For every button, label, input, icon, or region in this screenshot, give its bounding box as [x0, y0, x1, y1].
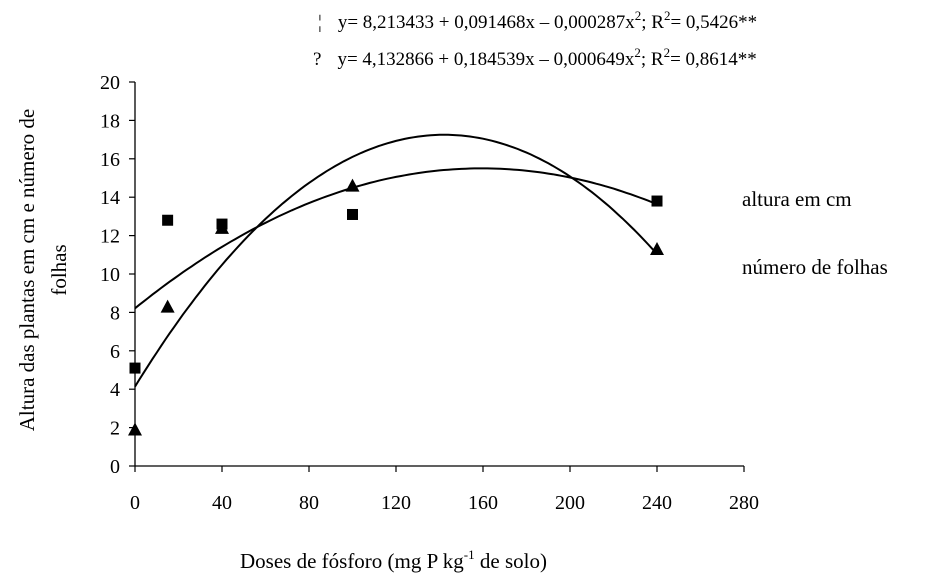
x-axis-title: Doses de fósforo (mg P kg-1 de solo) [240, 547, 547, 573]
x-tick-label: 40 [212, 492, 232, 514]
fit-curve-1 [134, 167, 658, 310]
y-tick-label: 0 [110, 456, 120, 478]
square-marker [162, 214, 174, 226]
triangle-marker [345, 178, 360, 192]
y-tick-label: 14 [100, 187, 120, 209]
y-tick-label: 16 [100, 149, 120, 171]
y-tick-label: 10 [100, 264, 120, 286]
y-tick-label: 18 [100, 110, 120, 132]
legend-label-altura: altura em cm [742, 187, 852, 211]
legend-label-folhas: número de folhas [742, 255, 888, 279]
axes [129, 81, 745, 472]
y-tick-label: 20 [100, 72, 120, 94]
square-marker [651, 195, 663, 207]
data-markers [128, 178, 664, 436]
x-tick-label: 200 [555, 492, 585, 514]
y-tick-label: 12 [100, 226, 120, 248]
square-marker [129, 362, 141, 374]
triangle-marker [215, 220, 229, 234]
x-tick-label: 80 [299, 492, 319, 514]
y-tick-label: 6 [110, 341, 120, 363]
x-tick-labels: 0 40 80 120 160 200 240 280 [130, 492, 759, 514]
triangle-marker [650, 242, 664, 256]
series-1-symbol: ¦ [318, 12, 322, 33]
triangle-marker [160, 299, 175, 313]
x-tick-label: 240 [642, 492, 672, 514]
equation-block: ¦ y= 8,213433 + 0,091468x – 0,000287x2; R… [313, 8, 757, 70]
y-tick-label: 2 [110, 418, 120, 440]
equation-line-2: ? y= 4,132866 + 0,184539x – 0,000649x2; R… [313, 45, 757, 70]
x-tick-label: 120 [381, 492, 411, 514]
y-tick-label: 8 [110, 302, 120, 324]
x-tick-label: 160 [468, 492, 498, 514]
y-axis-title-line-2: folhas [47, 244, 71, 295]
y-axis-title-line-1: Altura das plantas em cm e número de [15, 109, 39, 431]
equation-line-1: ¦ y= 8,213433 + 0,091468x – 0,000287x2; R… [318, 8, 757, 33]
x-tick-label: 280 [729, 492, 759, 514]
y-tick-labels: 0 2 4 6 8 10 12 14 16 18 20 [100, 72, 120, 478]
series-2-symbol: ? [313, 49, 321, 70]
fit-curves [134, 133, 658, 388]
fit-curve-2 [134, 133, 658, 388]
y-tick-label: 4 [110, 379, 120, 401]
legend: altura em cm número de folhas [742, 187, 888, 279]
triangle-marker [128, 422, 142, 436]
square-marker [347, 208, 358, 220]
x-tick-label: 0 [130, 492, 140, 514]
